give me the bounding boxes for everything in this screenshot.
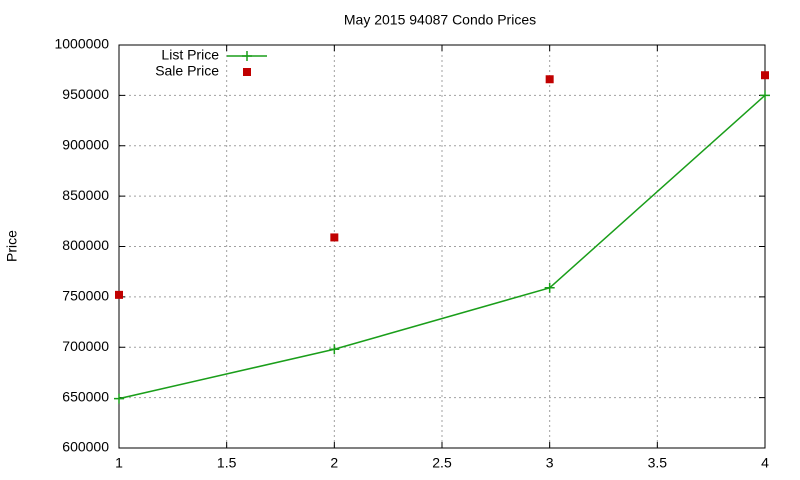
x-tick-label: 1.5	[217, 455, 237, 471]
y-tick-label: 650000	[62, 388, 109, 404]
legend-marker	[242, 51, 252, 61]
x-tick-label: 2	[330, 455, 338, 471]
legend-label: Sale Price	[155, 63, 219, 79]
point	[330, 233, 339, 242]
point	[761, 71, 769, 80]
point	[545, 75, 554, 84]
y-tick-label: 900000	[62, 136, 109, 152]
legend-label: List Price	[161, 47, 219, 63]
y-tick-label: 800000	[62, 237, 109, 253]
x-tick-label: 1	[115, 455, 123, 471]
point	[115, 290, 123, 299]
y-tick-label: 850000	[62, 187, 109, 203]
y-tick-label: 700000	[62, 338, 109, 354]
y-tick-label: 950000	[62, 86, 109, 102]
y-tick-label: 600000	[62, 439, 109, 455]
y-tick-label: 1000000	[54, 36, 109, 52]
point	[760, 90, 770, 101]
point	[114, 393, 124, 404]
x-tick-label: 3	[546, 455, 554, 471]
legend-marker	[243, 68, 251, 76]
y-axis-label: Price	[4, 230, 20, 262]
y-tick-label: 750000	[62, 288, 109, 304]
plot-border	[118, 44, 766, 449]
series-line	[118, 94, 766, 400]
x-tick-label: 4	[761, 455, 769, 471]
point	[329, 344, 340, 355]
x-tick-label: 3.5	[648, 455, 668, 471]
chart-title: May 2015 94087 Condo Prices	[344, 12, 536, 28]
point	[544, 282, 555, 293]
x-tick-label: 2.5	[432, 455, 452, 471]
